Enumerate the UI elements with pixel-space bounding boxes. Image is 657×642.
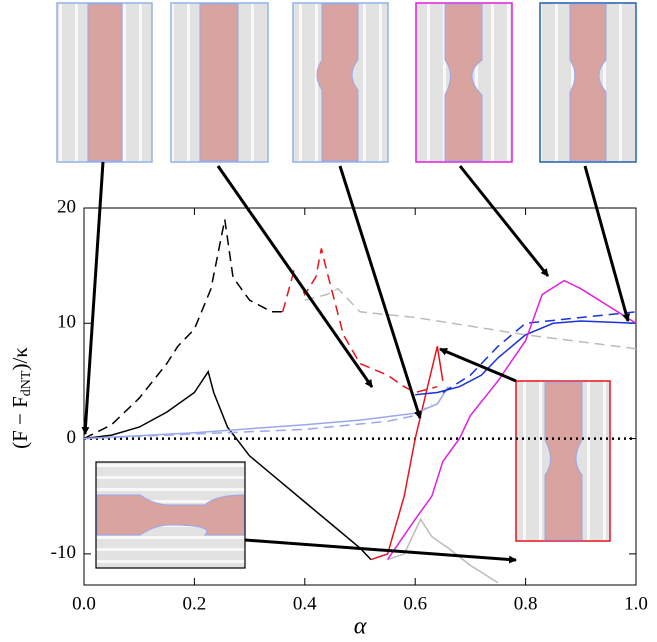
inset (292, 2, 389, 163)
x-tick-label: 1.0 (624, 593, 648, 614)
arrow (458, 165, 550, 277)
x-tick-label: 0.6 (403, 593, 427, 614)
series-line (304, 287, 637, 350)
series-line (83, 219, 283, 440)
y-tick-label: 10 (57, 312, 76, 333)
arrow (583, 165, 630, 322)
inset (170, 2, 269, 163)
series-line (387, 517, 499, 584)
inset (539, 2, 637, 163)
series-line (83, 403, 433, 440)
y-label-sub: dNT (19, 370, 34, 396)
arrow (338, 165, 422, 419)
y-axis-label: (F − FdNT)/κ (8, 347, 34, 449)
y-tick-label: 20 (57, 196, 76, 217)
series-line (281, 248, 438, 394)
series-line (370, 346, 444, 561)
plot-frame (83, 207, 637, 586)
x-tick-label: 0.0 (72, 593, 96, 614)
series-line (83, 369, 372, 561)
plot-area: 0.0 0.2 0.4 0.6 0.8 1.0 -10 0 10 20 (51, 196, 648, 614)
inset (95, 461, 246, 569)
arrow (439, 347, 517, 383)
x-tick-label: 0.2 (183, 593, 207, 614)
arrow (244, 538, 517, 564)
inset (56, 2, 153, 163)
arrows (81, 161, 630, 564)
y-label-end: )/κ (8, 347, 32, 371)
inset (515, 380, 611, 542)
inset (415, 2, 513, 163)
x-tick-label: 0.4 (293, 593, 317, 614)
y-label-main: (F − F (8, 396, 32, 449)
y-tick-label: -10 (51, 542, 76, 563)
x-tick-label: 0.8 (514, 593, 538, 614)
y-tick-label: 0 (67, 427, 77, 448)
x-axis-label: α (354, 614, 367, 640)
series-line (386, 279, 637, 561)
arrow (81, 161, 105, 435)
insets (56, 2, 637, 569)
series-line (83, 386, 449, 440)
arrow (216, 165, 374, 388)
